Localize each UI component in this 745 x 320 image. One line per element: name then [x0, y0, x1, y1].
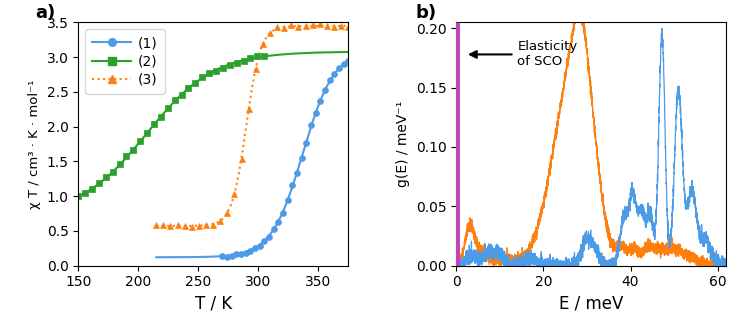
- Point: [221, 254, 233, 260]
- X-axis label: T / K: T / K: [194, 295, 232, 313]
- Point: [244, 249, 256, 254]
- Point: [93, 180, 105, 186]
- X-axis label: E / meV: E / meV: [559, 295, 624, 313]
- Text: a): a): [35, 4, 55, 21]
- Point: [249, 245, 261, 250]
- Point: [134, 139, 146, 144]
- Point: [168, 98, 180, 103]
- Point: [271, 24, 283, 29]
- Point: [217, 66, 229, 71]
- Point: [100, 175, 112, 180]
- Point: [291, 170, 303, 175]
- Point: [279, 26, 291, 31]
- Point: [148, 121, 160, 126]
- Point: [285, 23, 297, 28]
- Point: [203, 71, 215, 76]
- Point: [310, 111, 322, 116]
- Point: [253, 243, 265, 248]
- Point: [305, 122, 317, 127]
- Point: [113, 162, 125, 167]
- Point: [259, 54, 270, 59]
- Point: [221, 210, 233, 215]
- Point: [193, 223, 205, 228]
- Point: [216, 253, 228, 259]
- Point: [273, 220, 285, 225]
- Point: [186, 224, 197, 229]
- Point: [319, 87, 331, 92]
- Point: [189, 81, 201, 86]
- Point: [267, 227, 279, 232]
- Point: [107, 170, 118, 175]
- Point: [157, 222, 169, 227]
- Point: [286, 183, 298, 188]
- Point: [243, 107, 255, 112]
- Point: [251, 53, 263, 59]
- Point: [293, 24, 305, 29]
- Point: [230, 252, 242, 257]
- Point: [240, 250, 252, 255]
- Point: [282, 198, 294, 203]
- Point: [244, 56, 256, 61]
- Point: [321, 23, 333, 28]
- Point: [165, 224, 177, 229]
- Point: [296, 156, 308, 161]
- Point: [207, 223, 219, 228]
- Text: Elasticity
of SCO: Elasticity of SCO: [470, 40, 577, 68]
- Point: [323, 77, 335, 83]
- Point: [300, 140, 312, 145]
- Point: [235, 156, 247, 161]
- Text: b): b): [416, 4, 437, 21]
- Point: [229, 192, 241, 197]
- Point: [226, 253, 238, 258]
- Point: [127, 148, 139, 153]
- Y-axis label: g(E) / meV⁻¹: g(E) / meV⁻¹: [396, 101, 410, 187]
- Point: [171, 222, 183, 228]
- Point: [263, 234, 275, 239]
- Point: [86, 186, 98, 191]
- Point: [196, 75, 208, 80]
- Point: [343, 24, 355, 29]
- Point: [155, 114, 167, 119]
- Point: [314, 21, 326, 27]
- Point: [210, 68, 222, 74]
- Point: [162, 106, 174, 111]
- Point: [183, 86, 194, 91]
- Point: [150, 223, 162, 228]
- Point: [337, 61, 349, 67]
- Point: [250, 67, 261, 72]
- Point: [259, 238, 270, 244]
- Point: [72, 194, 84, 199]
- Point: [121, 154, 133, 159]
- Point: [224, 62, 235, 67]
- Point: [333, 66, 345, 71]
- Point: [328, 25, 340, 30]
- Point: [314, 98, 326, 103]
- Point: [238, 59, 250, 64]
- Point: [200, 223, 212, 228]
- Point: [179, 224, 191, 229]
- Point: [235, 252, 247, 257]
- Point: [277, 210, 289, 215]
- Point: [329, 71, 340, 76]
- Point: [141, 131, 153, 136]
- Point: [257, 42, 269, 47]
- Y-axis label: χ T / cm³ · K · mol⁻¹: χ T / cm³ · K · mol⁻¹: [28, 79, 41, 209]
- Point: [264, 31, 276, 36]
- Point: [343, 59, 355, 64]
- Point: [307, 23, 319, 28]
- Point: [176, 92, 188, 97]
- Point: [215, 218, 226, 223]
- Legend: (1), (2), (3): (1), (2), (3): [85, 29, 165, 93]
- Point: [231, 60, 243, 66]
- Point: [335, 24, 347, 29]
- Point: [79, 191, 91, 196]
- Point: [299, 24, 311, 29]
